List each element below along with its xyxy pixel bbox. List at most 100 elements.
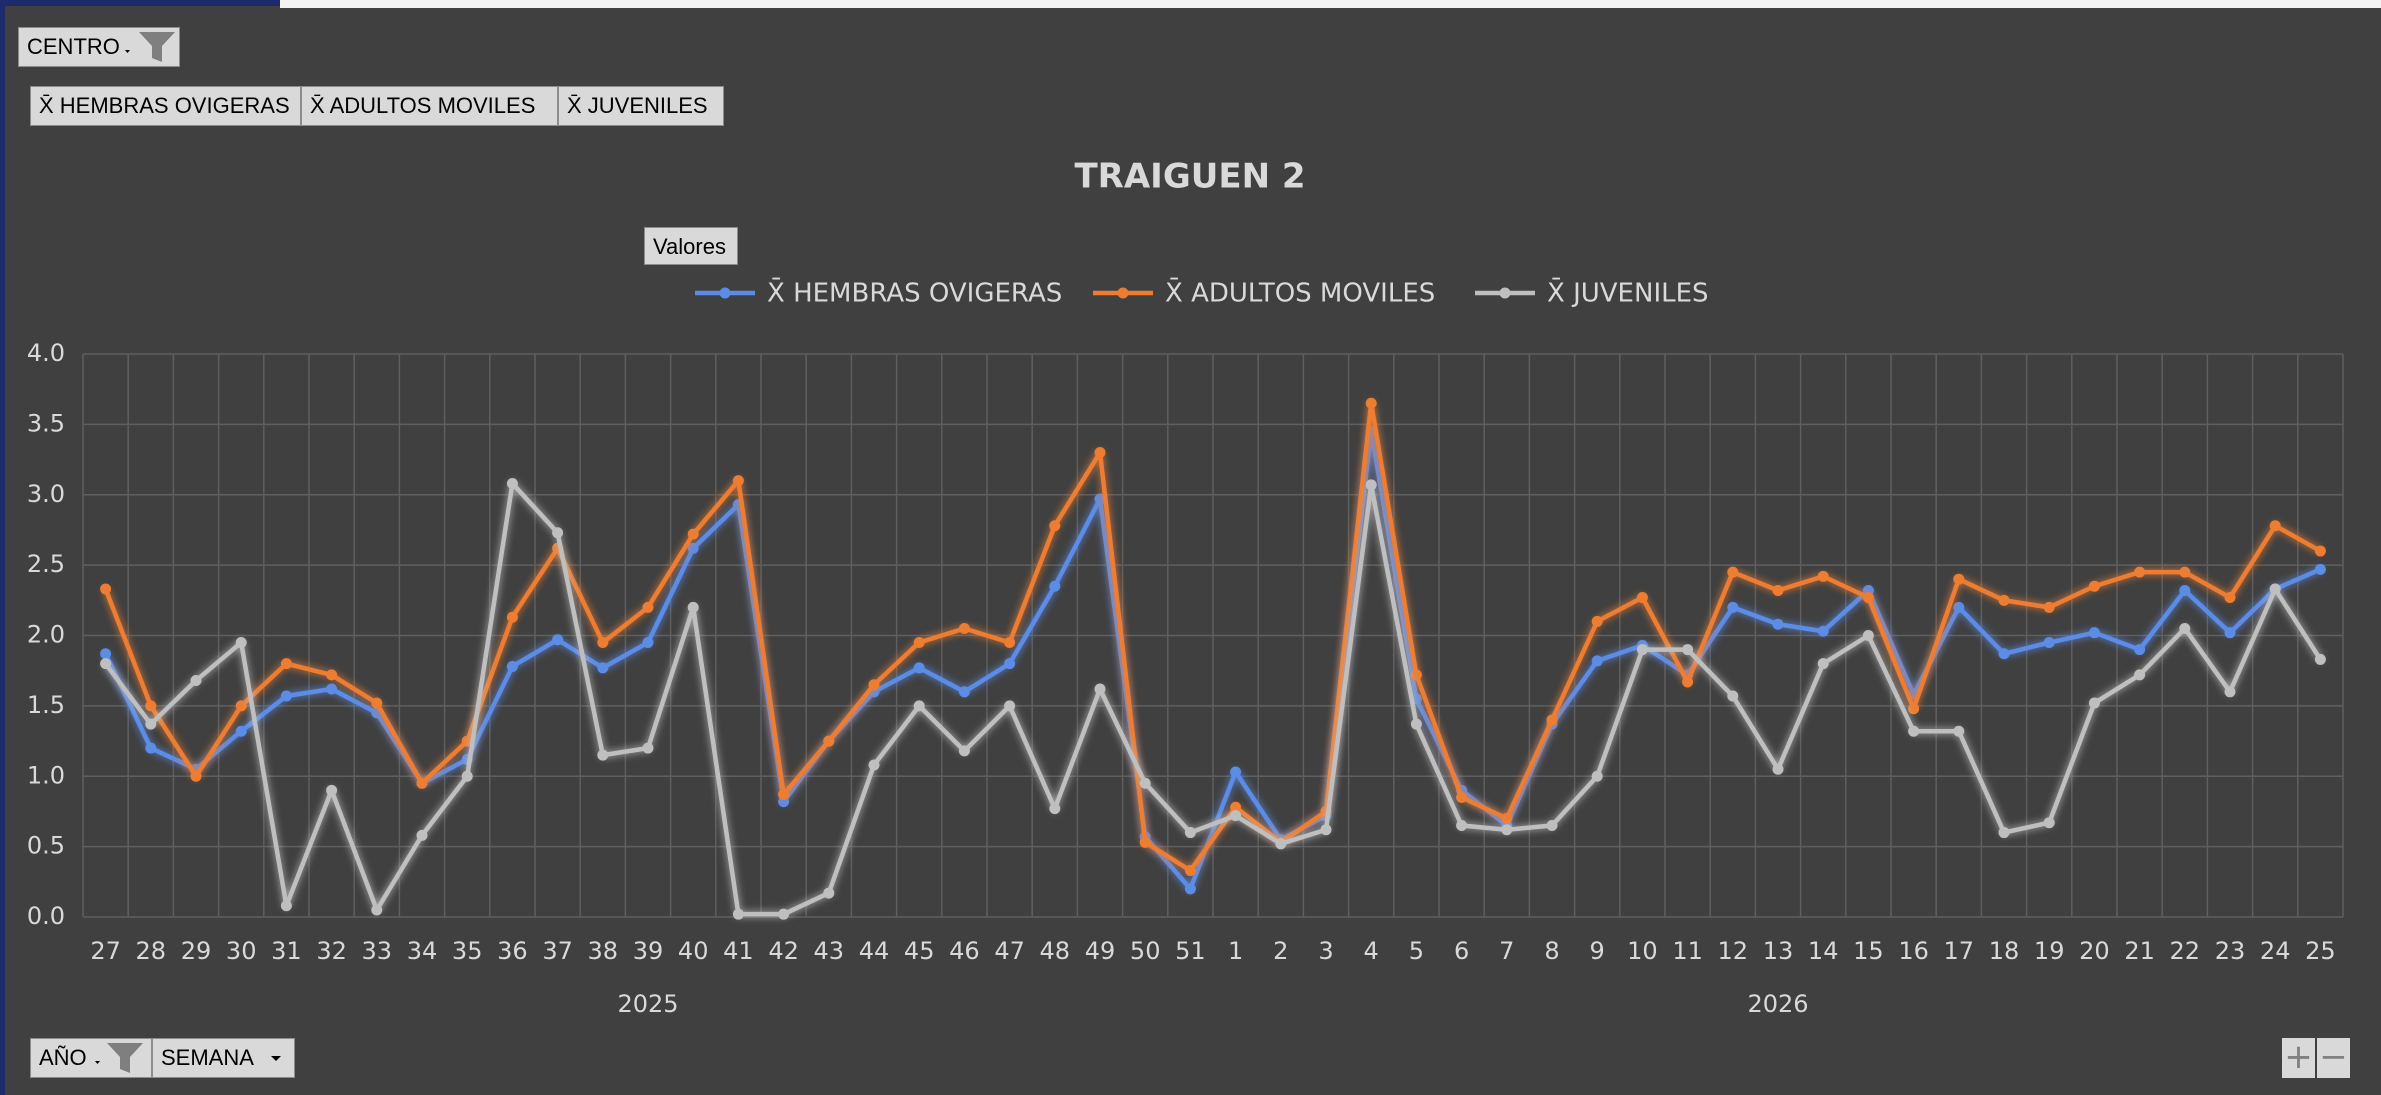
left-edge — [0, 0, 5, 1095]
group-label: 2026 — [1747, 990, 1808, 1018]
data-point — [2179, 566, 2191, 578]
data-point — [1004, 658, 1016, 670]
data-point — [1908, 703, 1920, 715]
collapse-button[interactable]: − — [2317, 1038, 2350, 1078]
data-point — [1230, 766, 1242, 778]
data-point — [1184, 883, 1196, 895]
data-point — [597, 637, 609, 649]
expand-button[interactable]: + — [2282, 1038, 2315, 1078]
x-tick-label: 23 — [2215, 937, 2246, 965]
data-point — [1546, 820, 1558, 832]
data-point — [913, 637, 925, 649]
data-point — [1094, 493, 1106, 505]
data-point — [1727, 566, 1739, 578]
data-point — [1365, 479, 1377, 491]
group-label: 2025 — [617, 990, 678, 1018]
data-point — [235, 725, 247, 737]
data-point — [642, 742, 654, 754]
x-tick-label: 15 — [1853, 937, 1884, 965]
y-tick-label: 3.5 — [27, 409, 65, 437]
y-tick-label: 1.0 — [27, 761, 65, 789]
data-point — [1772, 584, 1784, 596]
data-point — [326, 683, 338, 695]
x-tick-label: 35 — [452, 937, 483, 965]
x-tick-label: 50 — [1130, 937, 1161, 965]
data-point — [1817, 658, 1829, 670]
axis-button[interactable]: SEMANA — [152, 1038, 295, 1078]
x-tick-label: 11 — [1672, 937, 1703, 965]
y-tick-label: 3.0 — [27, 480, 65, 508]
filter-button[interactable]: CENTRO — [18, 27, 180, 67]
data-point — [1094, 447, 1106, 459]
series-line — [103, 429, 2322, 892]
data-point — [1998, 594, 2010, 606]
dropdown-icon — [271, 1056, 281, 1061]
data-point — [732, 908, 744, 920]
x-tick-label: 30 — [226, 937, 257, 965]
data-point — [1817, 570, 1829, 582]
series-line — [103, 481, 2323, 917]
data-point — [1410, 669, 1422, 681]
data-point — [1230, 810, 1242, 822]
y-tick-label: 2.5 — [27, 550, 65, 578]
data-point — [145, 718, 157, 730]
data-point — [1591, 615, 1603, 627]
data-point — [1275, 838, 1287, 850]
data-point — [2314, 653, 2326, 665]
field-button[interactable]: X̄ ADULTOS MOVILES — [301, 86, 558, 126]
data-point — [416, 829, 428, 841]
data-point — [280, 690, 292, 702]
data-point — [597, 662, 609, 674]
data-point — [2314, 563, 2326, 575]
data-point — [1862, 630, 1874, 641]
values-button[interactable]: Valores — [644, 227, 738, 265]
data-point — [100, 648, 112, 660]
data-point — [280, 900, 292, 912]
legend-label: X̄ ADULTOS MOVILES — [1165, 277, 1435, 309]
data-point — [1998, 827, 2010, 839]
data-point — [190, 675, 202, 687]
data-point — [1184, 827, 1196, 839]
data-point — [913, 662, 925, 674]
data-point — [1184, 865, 1196, 877]
data-point — [597, 749, 609, 761]
field-button[interactable]: X̄ JUVENILES — [558, 86, 724, 126]
chart-title: TRAIGUEN 2 — [1074, 157, 1305, 197]
x-tick-label: 2 — [1273, 937, 1288, 965]
x-tick-label: 3 — [1318, 937, 1333, 965]
y-tick-label: 0.0 — [27, 902, 65, 930]
axis-label: SEMANA — [161, 1045, 254, 1070]
data-point — [958, 686, 970, 698]
data-point — [371, 904, 383, 916]
data-point — [280, 658, 292, 670]
data-point — [1953, 725, 1965, 737]
data-point — [1682, 676, 1694, 688]
x-tick-label: 49 — [1085, 937, 1116, 965]
x-tick-label: 33 — [362, 937, 393, 965]
data-point — [732, 475, 744, 487]
top-bar — [280, 0, 2381, 8]
data-point — [2043, 817, 2055, 829]
data-point — [1501, 812, 1513, 824]
data-point — [1320, 824, 1332, 836]
data-point — [190, 770, 202, 782]
data-point — [958, 745, 970, 757]
x-tick-label: 4 — [1364, 937, 1379, 965]
data-point — [1817, 625, 1829, 637]
plot — [100, 397, 2326, 920]
data-point — [2179, 584, 2191, 596]
data-point — [1862, 591, 1874, 603]
data-point — [506, 477, 518, 489]
data-point — [1004, 700, 1016, 712]
data-point — [2088, 627, 2100, 639]
data-point — [2224, 591, 2236, 603]
x-tick-label: 12 — [1718, 937, 1749, 965]
axis-button[interactable]: AÑO — [30, 1038, 152, 1078]
field-button[interactable]: X̄ HEMBRAS OVIGERAS — [30, 86, 301, 126]
data-point — [552, 634, 564, 646]
data-point — [1682, 644, 1694, 656]
x-tick-label: 22 — [2170, 937, 2201, 965]
data-point — [1727, 601, 1739, 613]
